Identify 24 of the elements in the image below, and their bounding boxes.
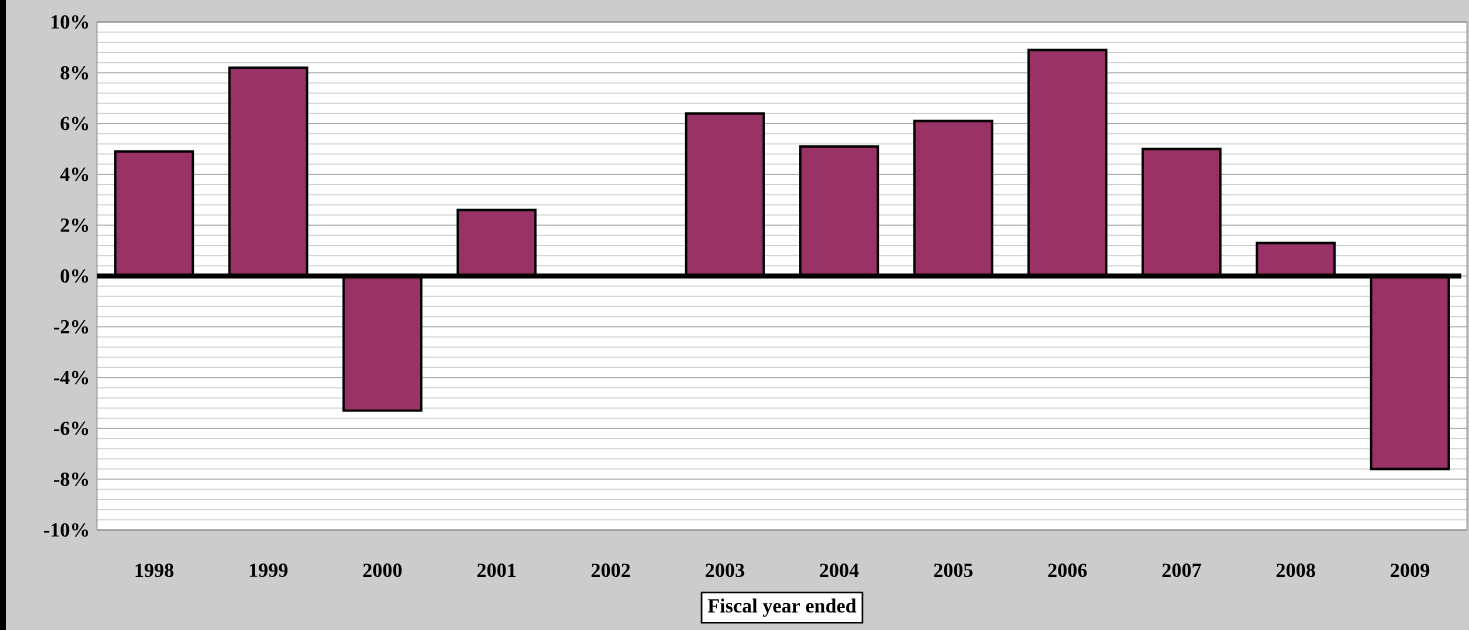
x-tick-label: 2006	[1048, 563, 1087, 578]
y-tick-label: 10%	[51, 15, 89, 29]
x-axis-title: Fiscal year ended	[707, 598, 857, 617]
y-tick-label: -10%	[44, 523, 89, 537]
x-tick-label: 2001	[477, 563, 516, 578]
y-tick-label: -2%	[54, 320, 89, 334]
x-tick-label: 2005	[934, 563, 973, 578]
x-tick-label: 2009	[1390, 563, 1430, 578]
y-tick-label: -4%	[54, 370, 89, 385]
y-tick-label: 8%	[60, 66, 89, 80]
x-tick-label: 2003	[705, 563, 745, 578]
x-tick-label: 1998	[135, 563, 174, 578]
y-tick-label: -6%	[54, 421, 89, 436]
x-tick-label: 2004	[819, 563, 859, 578]
x-tick-label: 2008	[1276, 563, 1316, 578]
x-tick-label: 2000	[363, 563, 402, 578]
y-tick-label: 4%	[60, 167, 89, 182]
y-tick-label: 0%	[60, 269, 89, 283]
y-tick-label: -8%	[54, 472, 89, 486]
x-tick-label: 1999	[249, 563, 288, 578]
x-tick-label: 2007	[1162, 563, 1202, 578]
y-tick-label: 6%	[60, 116, 89, 131]
x-tick-label: 2002	[591, 563, 630, 578]
y-tick-label: 2%	[60, 218, 89, 232]
